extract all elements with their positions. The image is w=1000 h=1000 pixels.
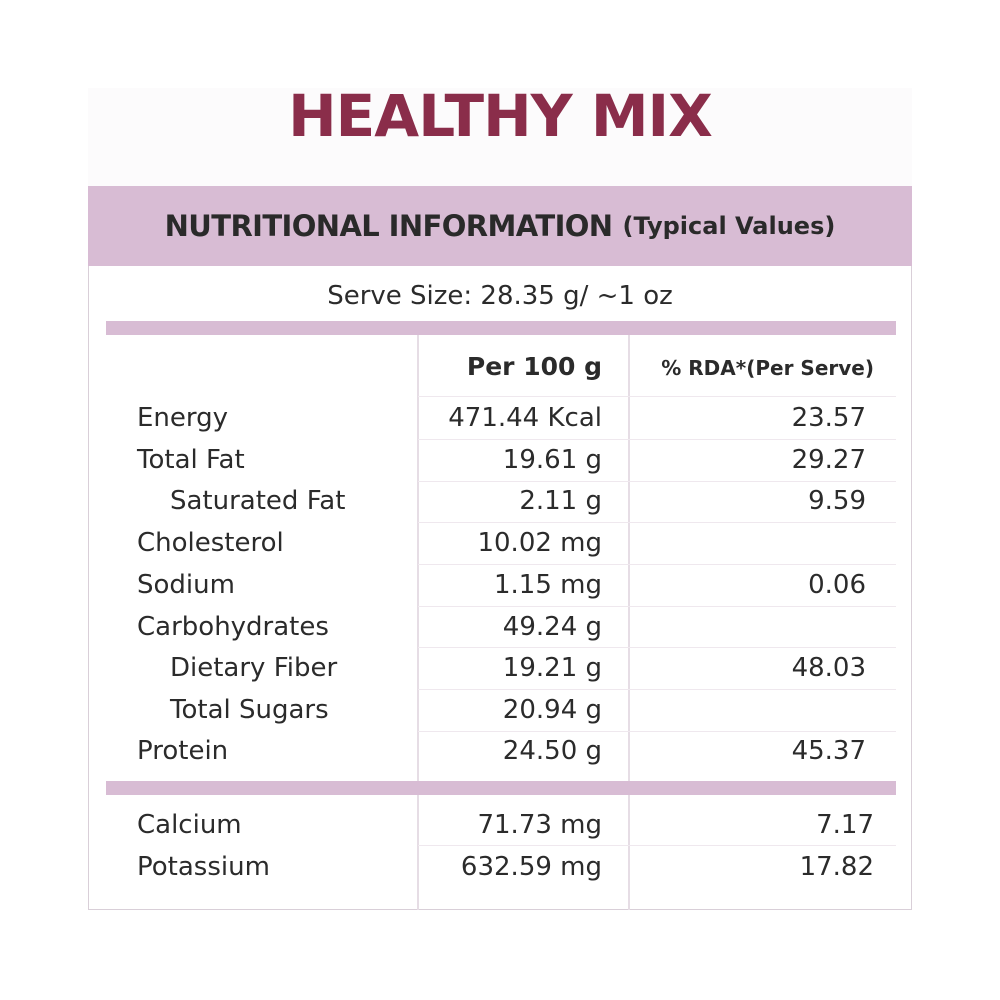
mineral-name: Calcium: [137, 810, 242, 840]
mineral-name: Potassium: [137, 852, 270, 882]
column-divider: [628, 335, 630, 781]
nutrient-rda: 48.03: [791, 653, 866, 683]
serve-size: Serve Size: 28.35 g/ ~1 oz: [327, 281, 673, 311]
nutrient-name: Total Sugars: [170, 695, 329, 725]
product-title: HEALTHY MIX: [288, 82, 713, 150]
nutrient-name: Energy: [137, 403, 229, 433]
nutrient-rda: 23.57: [791, 403, 866, 433]
row-divider: [418, 564, 896, 565]
nutrient-per100: 10.02 mg: [477, 528, 602, 558]
nutrient-rda: 0.06: [808, 570, 866, 600]
header-band: [88, 186, 912, 266]
nutrient-per100: 2.11 g: [519, 486, 602, 516]
row-divider: [418, 522, 896, 523]
nutrient-name: Carbohydrates: [137, 612, 329, 642]
mineral-rda: 17.82: [799, 852, 874, 882]
nutrient-name: Protein: [137, 736, 229, 766]
nutrient-name: Dietary Fiber: [170, 653, 338, 683]
column-divider: [417, 335, 419, 781]
row-divider: [418, 731, 896, 732]
column-header-per100: Per 100 g: [466, 352, 602, 381]
row-divider: [418, 689, 896, 690]
mineral-per100: 71.73 mg: [477, 810, 602, 840]
row-divider: [418, 396, 896, 397]
row-divider: [418, 845, 896, 846]
column-divider: [417, 795, 419, 910]
column-divider: [628, 795, 630, 910]
row-divider: [418, 647, 896, 648]
header-main-text: NUTRITIONAL INFORMATION: [164, 209, 613, 243]
nutrient-per100: 24.50 g: [502, 736, 602, 766]
nutrient-per100: 471.44 Kcal: [448, 403, 602, 433]
nutrient-per100: 19.61 g: [502, 445, 602, 475]
nutrient-name: Total Fat: [137, 445, 245, 475]
nutrient-rda: 9.59: [808, 486, 866, 516]
nutrient-rda: 45.37: [791, 736, 866, 766]
row-divider: [418, 481, 896, 482]
nutrient-name: Cholesterol: [137, 528, 284, 558]
row-divider: [418, 606, 896, 607]
nutrient-per100: 49.24 g: [502, 612, 602, 642]
row-divider: [418, 439, 896, 440]
nutrient-per100: 20.94 g: [502, 695, 602, 725]
nutrient-per100: 19.21 g: [502, 653, 602, 683]
nutrient-per100: 1.15 mg: [494, 570, 602, 600]
mineral-per100: 632.59 mg: [460, 852, 602, 882]
nutrient-name: Saturated Fat: [170, 486, 346, 516]
nutrition-header: NUTRITIONAL INFORMATION (Typical Values): [88, 186, 912, 266]
divider-band-minerals: [106, 781, 896, 795]
divider-band-top: [106, 321, 896, 335]
header-sub-text: (Typical Values): [622, 212, 836, 240]
mineral-rda: 7.17: [816, 810, 874, 840]
nutrient-name: Sodium: [137, 570, 235, 600]
column-header-rda: % RDA*(Per Serve): [661, 356, 874, 380]
nutrient-rda: 29.27: [791, 445, 866, 475]
